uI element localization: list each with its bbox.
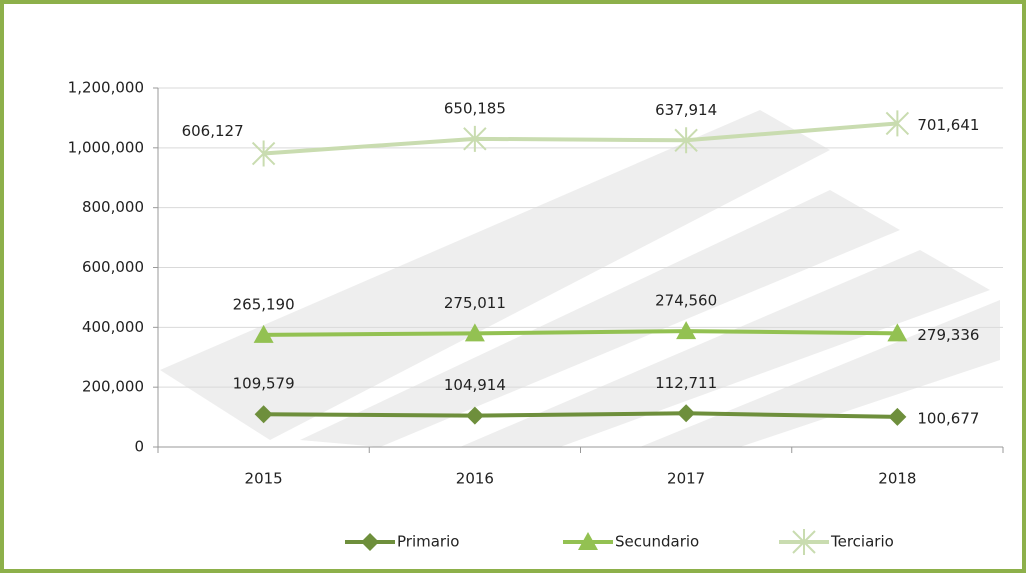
y-tick-label: 600,000 bbox=[82, 258, 144, 276]
x-tick-label: 2018 bbox=[878, 470, 916, 488]
x-tick-label: 2017 bbox=[667, 470, 705, 488]
y-tick-label: 1,000,000 bbox=[68, 138, 144, 156]
y-tick-label: 200,000 bbox=[82, 378, 144, 396]
data-label: 650,185 bbox=[444, 99, 506, 117]
y-tick-label: 0 bbox=[134, 438, 144, 456]
legend-label: Primario bbox=[397, 533, 459, 551]
data-label: 112,711 bbox=[655, 374, 717, 392]
y-tick-label: 400,000 bbox=[82, 318, 144, 336]
data-label: 100,677 bbox=[917, 409, 979, 427]
data-label: 275,011 bbox=[444, 294, 506, 312]
data-label: 279,336 bbox=[917, 326, 979, 344]
data-label: 265,190 bbox=[233, 295, 295, 313]
data-label: 606,127 bbox=[182, 122, 244, 140]
data-label: 274,560 bbox=[655, 292, 717, 310]
chart: 0 200,000 400,000 600,000 800,000 1,000,000 1,… bbox=[0, 0, 1026, 573]
series-line bbox=[264, 413, 898, 417]
legend-label: Terciario bbox=[830, 533, 894, 551]
data-label: 637,914 bbox=[655, 101, 717, 119]
data-label: 109,579 bbox=[233, 375, 295, 393]
y-tick-label: 1,200,000 bbox=[68, 79, 144, 97]
data-label: 104,914 bbox=[444, 376, 506, 394]
y-tick-label: 800,000 bbox=[82, 198, 144, 216]
legend-label: Secundario bbox=[615, 533, 699, 551]
x-tick-label: 2016 bbox=[456, 470, 494, 488]
x-tick-label: 2015 bbox=[245, 470, 283, 488]
data-label: 701,641 bbox=[917, 116, 979, 134]
